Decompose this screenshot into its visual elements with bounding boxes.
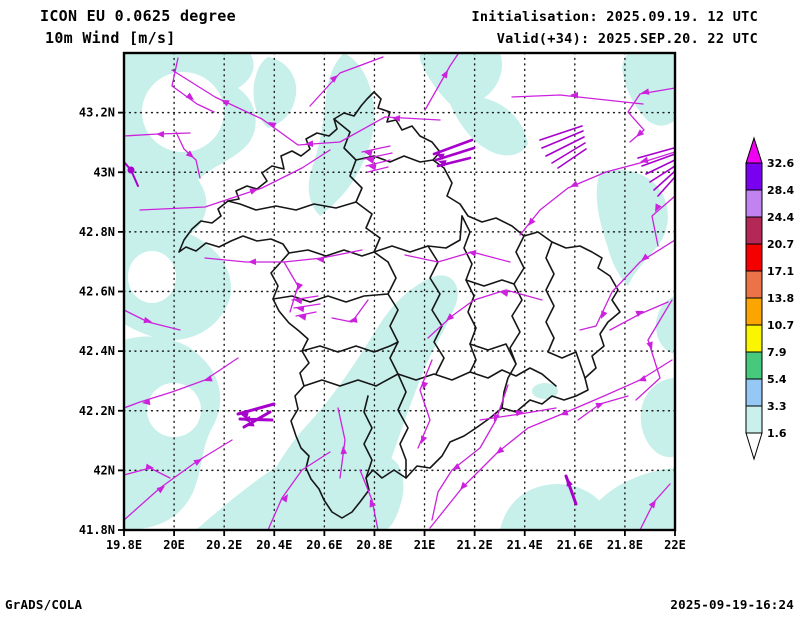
lon-tick-label: 22E xyxy=(664,538,686,552)
lon-tick-label: 20.2E xyxy=(206,538,242,552)
initialisation-label: Initialisation: 2025.09.19. 12 UTC xyxy=(471,9,758,25)
colorbar-level-label: 20.7 xyxy=(767,238,794,251)
lon-tick-label: 21E xyxy=(414,538,436,552)
lon-tick-label: 20.6E xyxy=(306,538,342,552)
wind-shading-layer xyxy=(124,53,675,530)
colorbar-level-label: 3.3 xyxy=(767,400,787,413)
colorbar-level-label: 24.4 xyxy=(767,211,794,224)
lat-tick-label: 43N xyxy=(93,165,115,179)
latitude-labels: 43.2N 43N 42.8N 42.6N 42.4N 42.2N 42N 41.8N xyxy=(79,106,115,537)
graticule-layer xyxy=(123,52,676,531)
lat-tick-label: 42.4N xyxy=(79,344,115,358)
lon-tick-label: 19.8E xyxy=(106,538,142,552)
colorbar-level-label: 28.4 xyxy=(767,184,794,197)
field-title: 10m Wind [m/s] xyxy=(45,29,176,47)
longitude-labels: 19.8E 20E 20.2E 20.4E 20.6E 20.8E 21E 21.2E 21.4… xyxy=(106,538,686,552)
lon-tick-label: 20.8E xyxy=(356,538,392,552)
axis-ticks xyxy=(118,111,676,536)
colorbar-level-label: 1.6 xyxy=(767,427,787,440)
colorbar-level-label: 5.4 xyxy=(767,373,787,386)
grads-credit: GrADS/COLA xyxy=(5,597,83,612)
colorbar-level-label: 7.9 xyxy=(767,346,787,359)
lon-tick-label: 21.4E xyxy=(507,538,543,552)
colorbar-level-label: 13.8 xyxy=(767,292,794,305)
lat-tick-label: 42.2N xyxy=(79,404,115,418)
lat-tick-label: 42.6N xyxy=(79,285,115,299)
lat-tick-label: 43.2N xyxy=(79,106,115,120)
lat-tick-label: 42N xyxy=(93,463,115,477)
colorbar-level-label: 10.7 xyxy=(767,319,794,332)
lon-tick-label: 20E xyxy=(163,538,185,552)
model-title: ICON EU 0.0625 degree xyxy=(40,7,236,25)
valid-time-label: Valid(+34): 2025.SEP.20. 22 UTC xyxy=(496,31,758,47)
colorbar: 32.6 28.4 24.4 20.7 17.1 13.8 10.7 7.9 5.4 3.3 1.6 xyxy=(745,136,794,461)
lon-tick-label: 20.4E xyxy=(256,538,292,552)
wind-gust-clusters-layer xyxy=(124,125,675,506)
lat-tick-label: 41.8N xyxy=(79,523,115,537)
colorbar-level-label: 32.6 xyxy=(767,157,794,170)
lat-tick-label: 42.8N xyxy=(79,225,115,239)
lon-tick-label: 21.2E xyxy=(457,538,493,552)
lon-tick-label: 21.6E xyxy=(557,538,593,552)
lon-tick-label: 21.8E xyxy=(607,538,643,552)
creation-timestamp: 2025-09-19-16:24 xyxy=(670,597,794,612)
colorbar-level-label: 17.1 xyxy=(767,265,794,278)
wind-streamlines-layer xyxy=(124,53,675,530)
